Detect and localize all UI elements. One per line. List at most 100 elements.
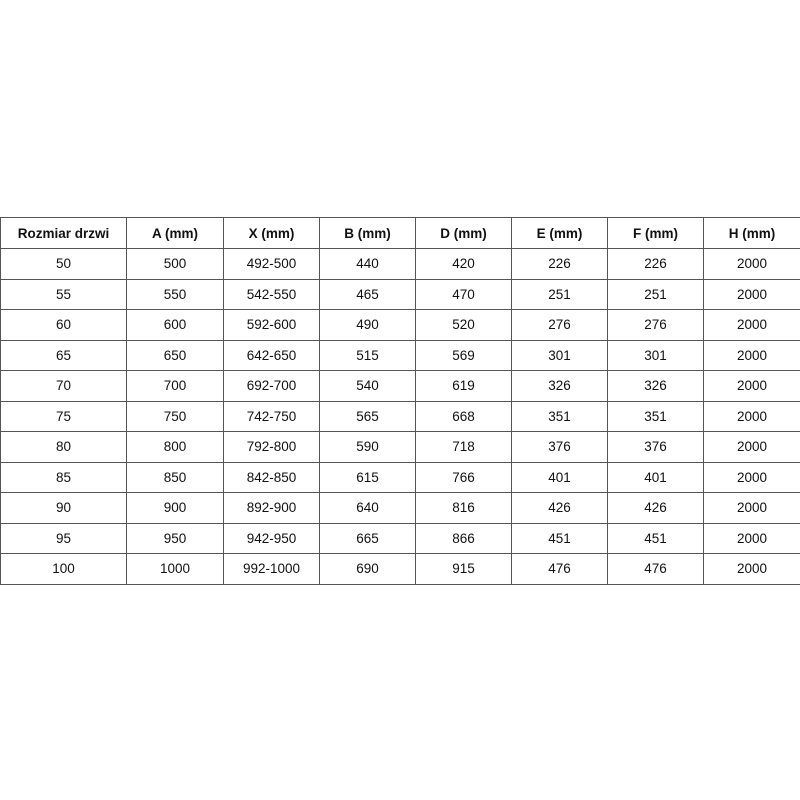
table-cell: 301 — [607, 339, 704, 371]
table-cell: 401 — [607, 461, 704, 493]
table-cell: 600 — [126, 309, 224, 341]
column-header: E (mm) — [511, 217, 608, 249]
table-cell: 619 — [415, 370, 512, 402]
table-cell: 476 — [607, 553, 704, 585]
table-cell: 2000 — [703, 278, 800, 310]
table-cell: 465 — [319, 278, 416, 310]
table-cell: 351 — [511, 400, 608, 432]
table-cell: 942-950 — [223, 522, 320, 554]
header-row: Rozmiar drzwi A (mm) X (mm) B (mm) D (mm) E (… — [0, 217, 800, 249]
column-header: X (mm) — [223, 217, 320, 249]
table-cell: 2000 — [703, 461, 800, 493]
table-cell: 992-1000 — [223, 553, 320, 585]
table-cell: 690 — [319, 553, 416, 585]
table-cell: 60 — [0, 309, 127, 341]
dimensions-table: Rozmiar drzwi A (mm) X (mm) B (mm) D (mm) E (… — [0, 217, 800, 585]
table-cell: 276 — [607, 309, 704, 341]
table-cell: 85 — [0, 461, 127, 493]
table-cell: 866 — [415, 522, 512, 554]
table-cell: 2000 — [703, 370, 800, 402]
table-cell: 420 — [415, 248, 512, 280]
table-row: 95 950 942-950 665 866 451 451 2000 — [0, 522, 800, 554]
column-header: A (mm) — [126, 217, 224, 249]
table-cell: 569 — [415, 339, 512, 371]
table-row: 65 650 642-650 515 569 301 301 2000 — [0, 339, 800, 371]
table-row: 70 700 692-700 540 619 326 326 2000 — [0, 370, 800, 402]
table-cell: 2000 — [703, 309, 800, 341]
table-cell: 95 — [0, 522, 127, 554]
table-cell: 351 — [607, 400, 704, 432]
table-cell: 2000 — [703, 492, 800, 524]
table-cell: 2000 — [703, 431, 800, 463]
table-cell: 90 — [0, 492, 127, 524]
table-cell: 718 — [415, 431, 512, 463]
table-cell: 542-550 — [223, 278, 320, 310]
table-cell: 376 — [511, 431, 608, 463]
table-cell: 276 — [511, 309, 608, 341]
table-cell: 615 — [319, 461, 416, 493]
table-row: 90 900 892-900 640 816 426 426 2000 — [0, 492, 800, 524]
table-cell: 565 — [319, 400, 416, 432]
table-cell: 590 — [319, 431, 416, 463]
table-cell: 816 — [415, 492, 512, 524]
table-cell: 80 — [0, 431, 127, 463]
table-cell: 950 — [126, 522, 224, 554]
table-cell: 520 — [415, 309, 512, 341]
column-header: Rozmiar drzwi — [0, 217, 127, 249]
table-cell: 766 — [415, 461, 512, 493]
table-cell: 2000 — [703, 400, 800, 432]
table-cell: 500 — [126, 248, 224, 280]
column-header: D (mm) — [415, 217, 512, 249]
table-cell: 665 — [319, 522, 416, 554]
table-cell: 251 — [607, 278, 704, 310]
table-cell: 100 — [0, 553, 127, 585]
table-cell: 750 — [126, 400, 224, 432]
table-cell: 915 — [415, 553, 512, 585]
table-cell: 50 — [0, 248, 127, 280]
table-cell: 401 — [511, 461, 608, 493]
table-cell: 301 — [511, 339, 608, 371]
table-row: 60 600 592-600 490 520 276 276 2000 — [0, 309, 800, 341]
table-cell: 2000 — [703, 553, 800, 585]
table-cell: 490 — [319, 309, 416, 341]
table-cell: 842-850 — [223, 461, 320, 493]
table-row: 85 850 842-850 615 766 401 401 2000 — [0, 461, 800, 493]
table-cell: 650 — [126, 339, 224, 371]
table-cell: 226 — [607, 248, 704, 280]
table-cell: 700 — [126, 370, 224, 402]
table-cell: 451 — [511, 522, 608, 554]
column-header: B (mm) — [319, 217, 416, 249]
table-cell: 75 — [0, 400, 127, 432]
table-row: 55 550 542-550 465 470 251 251 2000 — [0, 278, 800, 310]
table-cell: 376 — [607, 431, 704, 463]
table-cell: 515 — [319, 339, 416, 371]
table-cell: 451 — [607, 522, 704, 554]
table-cell: 2000 — [703, 522, 800, 554]
column-header: F (mm) — [607, 217, 704, 249]
table-cell: 326 — [607, 370, 704, 402]
table-row: 75 750 742-750 565 668 351 351 2000 — [0, 400, 800, 432]
table-cell: 550 — [126, 278, 224, 310]
table-row: 80 800 792-800 590 718 376 376 2000 — [0, 431, 800, 463]
table-cell: 540 — [319, 370, 416, 402]
table-cell: 800 — [126, 431, 224, 463]
table-cell: 65 — [0, 339, 127, 371]
table-cell: 640 — [319, 492, 416, 524]
table-cell: 668 — [415, 400, 512, 432]
table-cell: 642-650 — [223, 339, 320, 371]
table-cell: 470 — [415, 278, 512, 310]
column-header: H (mm) — [703, 217, 800, 249]
table-cell: 2000 — [703, 339, 800, 371]
table-cell: 792-800 — [223, 431, 320, 463]
table-cell: 492-500 — [223, 248, 320, 280]
table-cell: 900 — [126, 492, 224, 524]
table-cell: 476 — [511, 553, 608, 585]
table-cell: 226 — [511, 248, 608, 280]
table-cell: 2000 — [703, 248, 800, 280]
table-cell: 892-900 — [223, 492, 320, 524]
table-cell: 592-600 — [223, 309, 320, 341]
table-cell: 70 — [0, 370, 127, 402]
table-row: 50 500 492-500 440 420 226 226 2000 — [0, 248, 800, 280]
table-cell: 742-750 — [223, 400, 320, 432]
table-cell: 1000 — [126, 553, 224, 585]
